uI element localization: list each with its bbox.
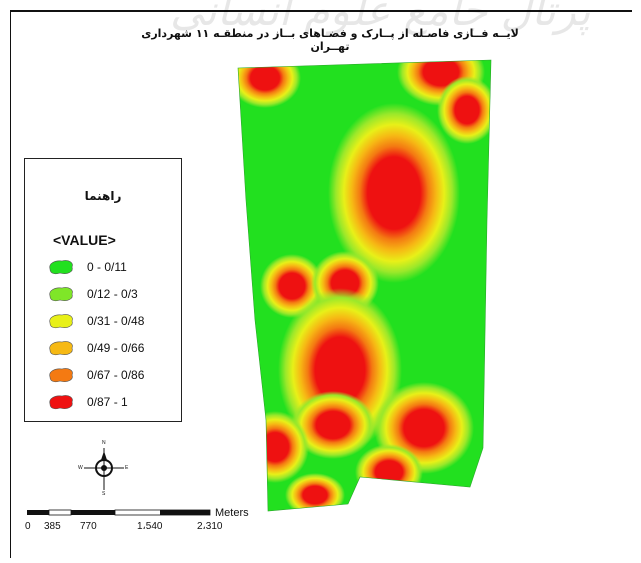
legend-label: 0/67 - 0/86 [87,368,145,382]
legend-title: راهنما [84,189,122,203]
legend-swatch [49,260,73,275]
compass-south-label: S [102,491,106,497]
scale-tick-label: 1،540 [137,521,163,532]
legend-label: 0/87 - 1 [87,395,128,409]
compass-north-label: N [102,440,106,446]
hotspot [437,76,491,144]
scale-bar [27,509,211,516]
map-title: لایــه فــازی فاصـله از پــارک و فضـاهای… [141,27,519,53]
legend-field-label: <VALUE> [53,232,116,248]
hotspot [291,391,375,459]
legend-label: 0/12 - 0/3 [87,287,138,301]
compass-west-label: W [78,465,83,471]
legend-item: 0/67 - 0/86 [47,364,144,386]
legend-swatch [49,287,73,302]
scale-tick-label: 385 [44,521,61,532]
watermark: پرتال جامع علوم انسانی [170,0,591,35]
scale-tick-label: 770 [80,521,97,532]
legend-item: 0/49 - 0/66 [47,337,144,359]
study-area [238,60,491,511]
study-area-outline [237,59,492,512]
legend-label: 0/49 - 0/66 [87,341,145,355]
hotspot [285,473,345,511]
scale-unit: Meters [215,507,249,519]
legend-item: 0/87 - 1 [47,391,128,413]
legend: راهنما <VALUE> 0 - 0/11 0/12 - 0/3 0/31 … [24,158,182,422]
map-frame [10,10,632,558]
hotspot [241,411,309,483]
legend-item: 0/31 - 0/48 [47,310,144,332]
legend-label: 0/31 - 0/48 [87,314,145,328]
legend-swatch [49,314,73,329]
hotspot [328,103,460,283]
compass-east-label: E [125,465,129,471]
legend-swatch [49,368,73,383]
legend-swatch [49,341,73,356]
legend-item: 0/12 - 0/3 [47,283,138,305]
legend-label: 0 - 0/11 [87,260,127,274]
scale-tick-label: 2،310 [197,521,223,532]
legend-item: 0 - 0/11 [47,256,127,278]
hotspot [355,444,423,500]
scale-tick-label: 0 [25,521,31,532]
legend-swatch [49,395,73,410]
north-arrow [84,448,124,490]
